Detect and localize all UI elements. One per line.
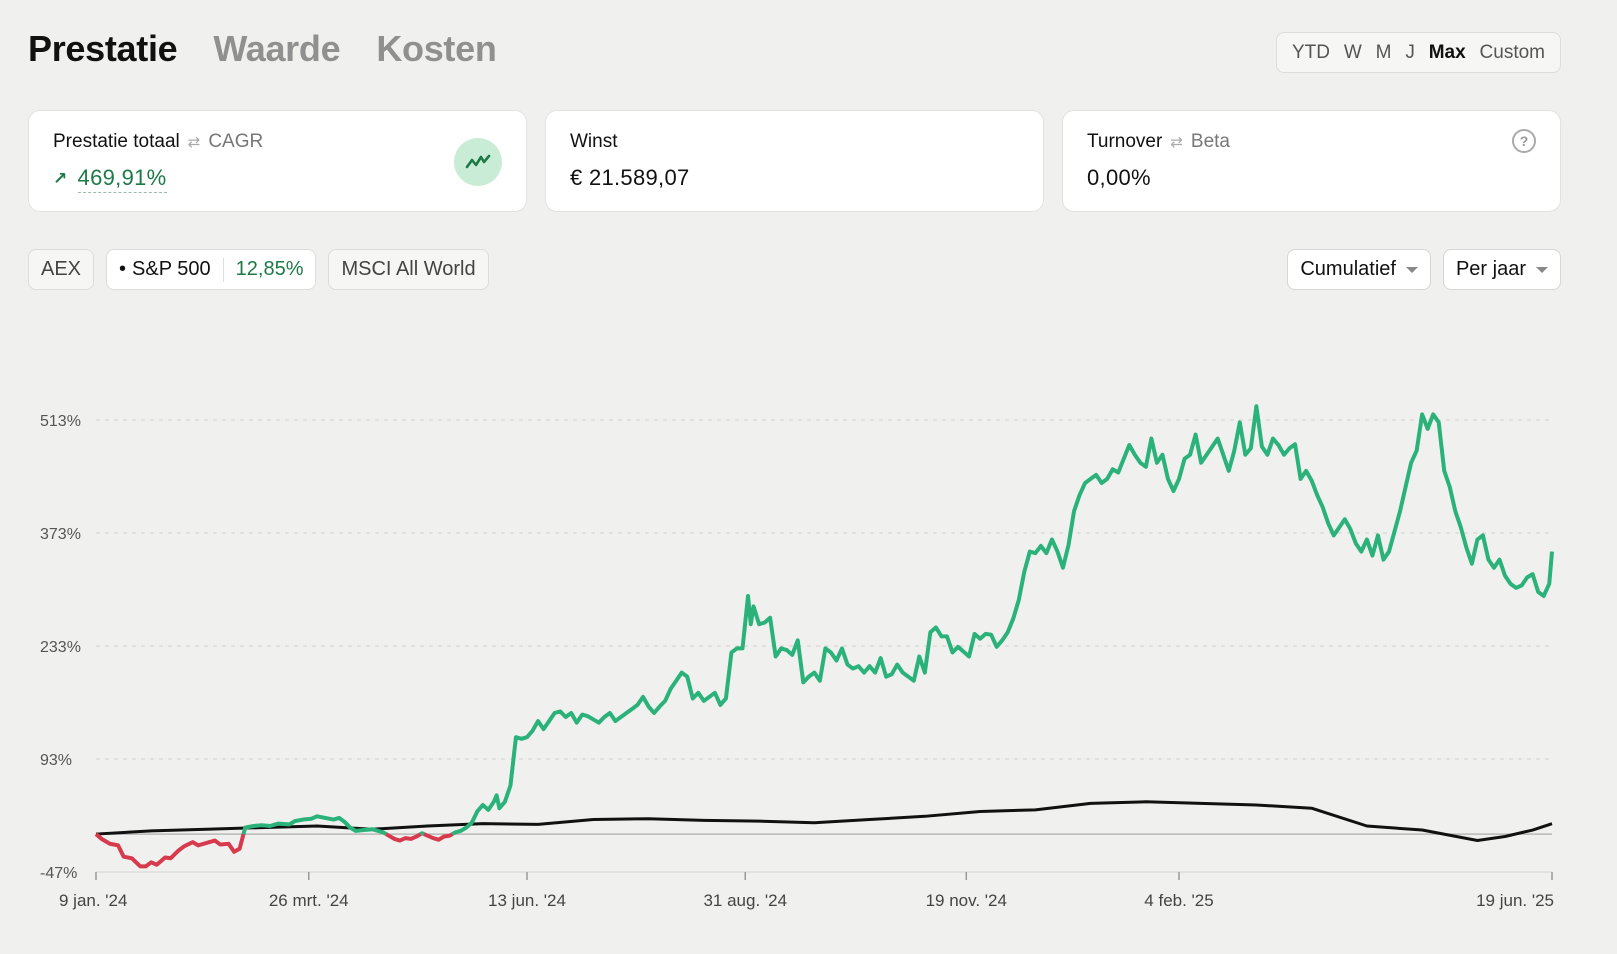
y-tick-label: 93% [40,752,72,769]
swap-icon[interactable]: ⇄ [1170,134,1183,151]
arrow-up-right-icon: ↗ [53,169,68,188]
x-tick-label: 26 mrt. '24 [269,891,349,910]
help-icon[interactable]: ? [1512,129,1536,153]
benchmark-chips: AEX • S&P 500 12,85% MSCI All World [28,249,489,290]
mode-select-value: Cumulatief [1300,258,1396,280]
turnover-value: 0,00% [1087,165,1151,190]
performance-card: Prestatie totaal ⇄ CAGR ↗ 469,91% [28,110,527,212]
y-tick-label: 373% [40,526,81,543]
turnover-label: Turnover [1087,131,1163,152]
chevron-down-icon [1405,266,1418,273]
beta-toggle[interactable]: Beta [1190,131,1230,152]
y-tick-label: 233% [40,639,81,656]
y-tick-label: -47% [40,865,77,882]
range-ytd[interactable]: YTD [1291,41,1330,63]
benchmark-sp500-label: S&P 500 [132,258,211,280]
portfolio-line-gain [419,831,425,836]
range-custom[interactable]: Custom [1479,41,1546,63]
x-tick-label: 19 nov. '24 [926,891,1007,910]
benchmark-aex[interactable]: AEX [28,249,95,290]
x-tick-label: 31 aug. '24 [703,891,787,910]
bullet-icon: • [119,258,127,280]
portfolio-line-gain [241,814,388,836]
range-week[interactable]: W [1343,41,1362,63]
benchmark-msci[interactable]: MSCI All World [328,249,489,290]
tab-prestatie[interactable]: Prestatie [28,28,178,69]
portfolio-line-gain [451,404,1554,836]
x-tick-label: 4 feb. '25 [1144,891,1213,910]
tab-waarde[interactable]: Waarde [213,28,341,69]
chart-options: Cumulatief Per jaar [1287,249,1561,290]
range-year[interactable]: J [1405,41,1415,63]
x-tick-label: 13 jun. '24 [488,891,566,910]
period-select-value: Per jaar [1455,258,1526,280]
performance-chart[interactable]: -47% 93% 233% 373% 513% 9 jan. '24 26 mrt. '24… [0,300,1617,940]
cagr-toggle[interactable]: CAGR [208,131,264,152]
performance-value[interactable]: 469,91% [77,165,167,193]
x-tick-label: 9 jan. '24 [59,891,127,910]
portfolio-line-loss [423,832,454,842]
profit-label: Winst [570,131,618,152]
period-select[interactable]: Per jaar [1442,249,1561,290]
tab-kosten[interactable]: Kosten [376,28,497,69]
y-tick-label: 513% [40,413,81,430]
x-tick-label: 19 jun. '25 [1476,891,1554,910]
portfolio-line-loss [385,832,422,843]
benchmark-sp500[interactable]: • S&P 500 12,85% [106,249,317,290]
range-max[interactable]: Max [1428,41,1466,63]
profit-value: € 21.589,07 [570,165,690,190]
profit-card: Winst € 21.589,07 [545,110,1044,212]
trend-icon [454,138,502,186]
portfolio-line-loss [94,832,246,869]
benchmark-sp500-value: 12,85% [235,258,304,280]
mode-select[interactable]: Cumulatief [1287,249,1431,290]
swap-icon[interactable]: ⇄ [187,134,201,151]
range-month[interactable]: M [1375,41,1392,63]
performance-label: Prestatie totaal [53,131,180,152]
divider [222,257,224,282]
turnover-card: Turnover ⇄ Beta 0,00% ? [1062,110,1561,212]
range-selector: YTD W M J Max Custom [1276,32,1561,73]
view-tabs: Prestatie Waarde Kosten [28,28,497,70]
chevron-down-icon [1536,266,1548,273]
